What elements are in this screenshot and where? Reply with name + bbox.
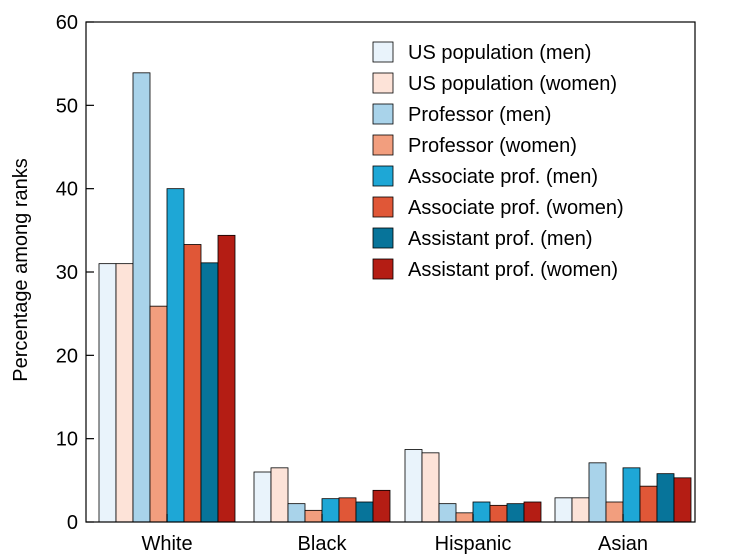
bar-asian-3 (588, 462, 607, 523)
legend-swatch-7 (372, 227, 394, 249)
bar-black-6 (338, 497, 357, 523)
legend-swatch-3 (372, 103, 394, 125)
bar-black-8 (372, 489, 391, 523)
bars-layer (98, 72, 692, 523)
bar-white-8 (217, 234, 236, 523)
bar-white-6 (183, 244, 202, 523)
bar-hispanic-8 (523, 501, 542, 523)
legend-swatch-4 (372, 134, 394, 156)
legend-label-8: Assistant prof. (women) (408, 259, 618, 281)
legend-swatch-5 (372, 165, 394, 187)
legend-label-6: Associate prof. (women) (408, 197, 624, 219)
legend-swatch-8 (372, 258, 394, 280)
bar-white-3 (132, 72, 151, 523)
y-axis-title: Percentage among ranks (10, 158, 32, 381)
legend-label-2: US population (women) (408, 73, 617, 95)
bar-hispanic-6 (489, 504, 508, 523)
bar-black-7 (355, 501, 374, 523)
y-tick-label: 20 (56, 345, 78, 367)
y-axis: 0 10 20 30 40 50 60 (56, 12, 94, 534)
bar-asian-1 (554, 497, 573, 523)
bar-asian-6 (639, 485, 658, 523)
x-tick-label-white: White (141, 533, 192, 555)
bar-asian-5 (622, 467, 641, 523)
legend-label-5: Associate prof. (men) (408, 166, 598, 188)
bar-hispanic-1 (404, 449, 423, 523)
y-tick-label: 50 (56, 95, 78, 117)
legend-swatch-6 (372, 196, 394, 218)
bar-white-4 (149, 305, 168, 523)
x-tick-label-asian: Asian (598, 533, 648, 555)
x-tick-label-hispanic: Hispanic (435, 533, 512, 555)
x-axis: White Black Hispanic Asian (141, 514, 648, 555)
bar-black-1 (253, 471, 272, 523)
legend-label-7: Assistant prof. (men) (408, 228, 593, 250)
bar-asian-8 (673, 477, 692, 523)
bar-asian-2 (571, 497, 590, 523)
y-tick-label: 60 (56, 12, 78, 34)
bar-white-2 (115, 263, 134, 523)
bar-hispanic-7 (506, 503, 525, 523)
y-tick-label: 40 (56, 179, 78, 201)
legend-label-4: Professor (women) (408, 135, 577, 157)
bar-asian-7 (656, 473, 675, 523)
legend-swatch-2 (372, 72, 394, 94)
bar-hispanic-2 (421, 452, 440, 523)
bar-hispanic-3 (438, 503, 457, 523)
legend-swatch-1 (372, 41, 394, 63)
bar-hispanic-5 (472, 501, 491, 523)
bar-white-7 (200, 262, 219, 523)
legend-label-3: Professor (men) (408, 104, 551, 126)
bar-black-2 (270, 467, 289, 523)
bar-hispanic-4 (455, 512, 474, 523)
bar-white-5 (166, 188, 185, 523)
y-tick-label: 30 (56, 262, 78, 284)
bar-white-1 (98, 263, 117, 523)
bar-black-4 (304, 509, 323, 523)
y-tick-label: 0 (67, 512, 78, 534)
x-tick-label-black: Black (298, 533, 348, 555)
y-tick-label: 10 (56, 429, 78, 451)
legend-label-1: US population (men) (408, 42, 591, 64)
bar-black-5 (321, 498, 340, 523)
legend: US population (men) US population (women)… (372, 41, 624, 281)
bar-asian-4 (605, 501, 624, 523)
bar-black-3 (287, 503, 306, 523)
